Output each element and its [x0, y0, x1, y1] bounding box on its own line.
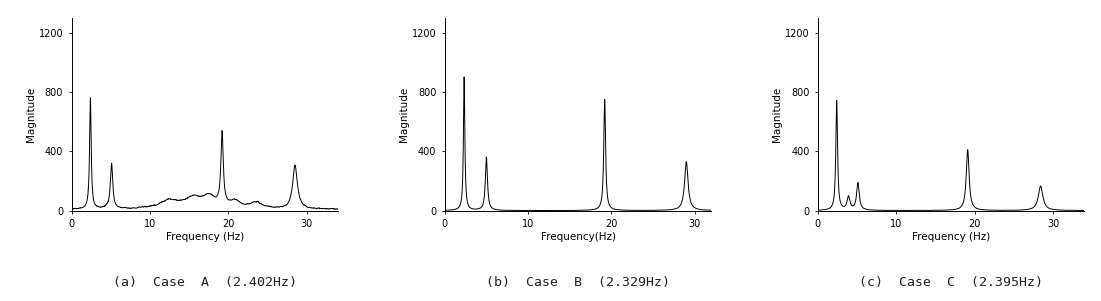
Y-axis label: Magnitude: Magnitude [399, 87, 408, 142]
Y-axis label: Magnitude: Magnitude [772, 87, 782, 142]
Text: (c)  Case  C  (2.395Hz): (c) Case C (2.395Hz) [859, 276, 1044, 289]
Text: (b)  Case  B  (2.329Hz): (b) Case B (2.329Hz) [486, 276, 671, 289]
X-axis label: Frequency (Hz): Frequency (Hz) [166, 232, 244, 242]
Y-axis label: Magnitude: Magnitude [25, 87, 36, 142]
X-axis label: Frequency(Hz): Frequency(Hz) [541, 232, 615, 242]
Text: (a)  Case  A  (2.402Hz): (a) Case A (2.402Hz) [112, 276, 297, 289]
X-axis label: Frequency (Hz): Frequency (Hz) [912, 232, 990, 242]
